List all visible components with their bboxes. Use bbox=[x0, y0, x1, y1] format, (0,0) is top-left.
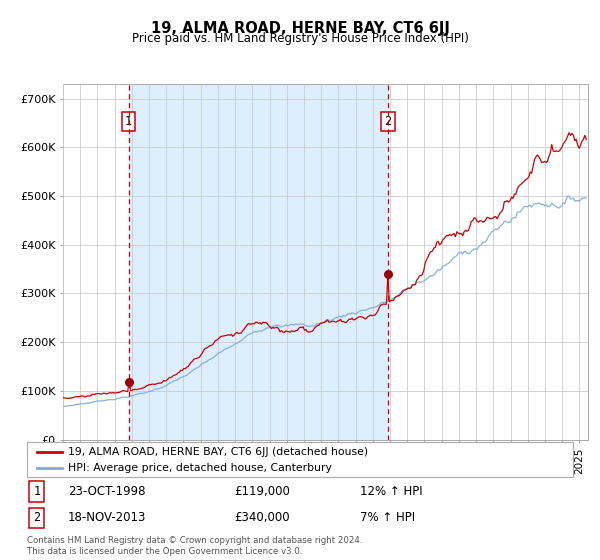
Text: 1: 1 bbox=[33, 485, 40, 498]
Text: 2: 2 bbox=[385, 115, 392, 128]
Text: 12% ↑ HPI: 12% ↑ HPI bbox=[360, 485, 422, 498]
Bar bbox=[128, 84, 388, 440]
Text: 19, ALMA ROAD, HERNE BAY, CT6 6JJ (detached house): 19, ALMA ROAD, HERNE BAY, CT6 6JJ (detac… bbox=[68, 447, 368, 457]
Text: £119,000: £119,000 bbox=[235, 485, 290, 498]
Text: Contains HM Land Registry data © Crown copyright and database right 2024.
This d: Contains HM Land Registry data © Crown c… bbox=[27, 536, 362, 556]
Text: 2: 2 bbox=[33, 511, 40, 524]
Text: Price paid vs. HM Land Registry's House Price Index (HPI): Price paid vs. HM Land Registry's House … bbox=[131, 32, 469, 45]
Text: 19, ALMA ROAD, HERNE BAY, CT6 6JJ: 19, ALMA ROAD, HERNE BAY, CT6 6JJ bbox=[151, 21, 449, 36]
Text: £340,000: £340,000 bbox=[235, 511, 290, 524]
Text: 23-OCT-1998: 23-OCT-1998 bbox=[68, 485, 145, 498]
Text: 18-NOV-2013: 18-NOV-2013 bbox=[68, 511, 146, 524]
Text: 7% ↑ HPI: 7% ↑ HPI bbox=[360, 511, 415, 524]
Text: HPI: Average price, detached house, Canterbury: HPI: Average price, detached house, Cant… bbox=[68, 463, 332, 473]
Text: 1: 1 bbox=[125, 115, 132, 128]
